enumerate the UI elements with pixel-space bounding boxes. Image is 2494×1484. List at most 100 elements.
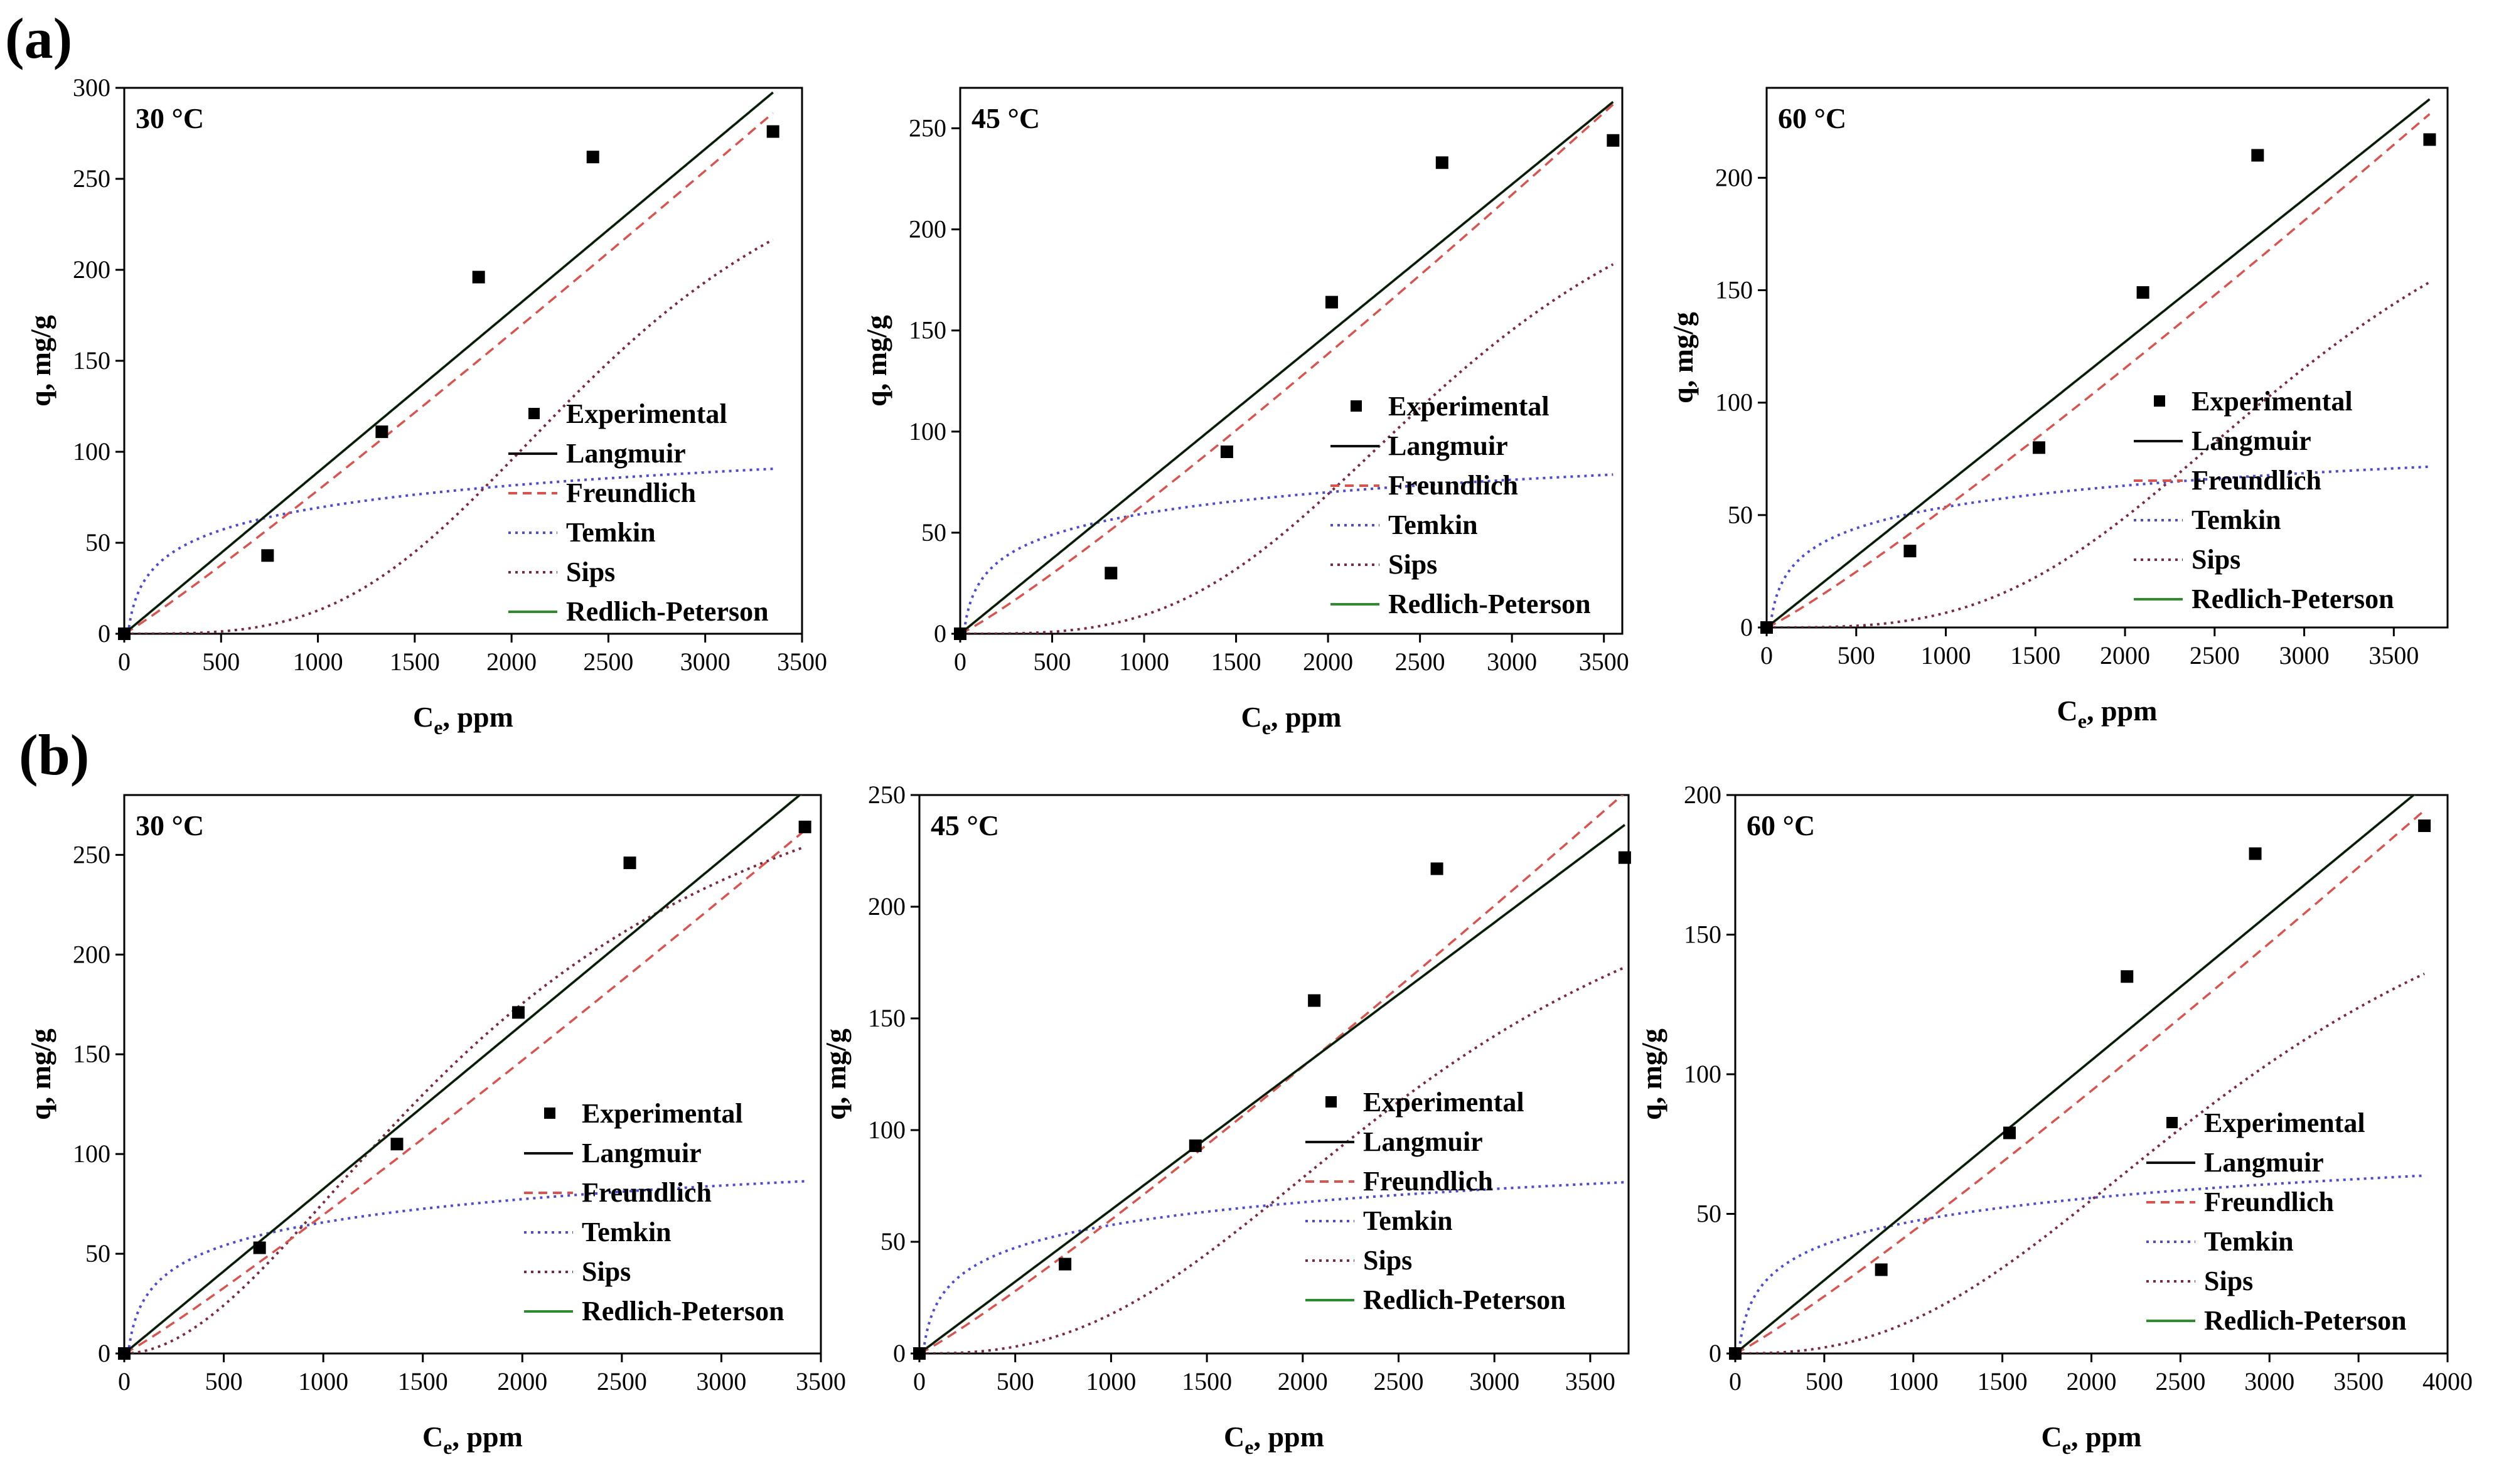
experimental-point — [798, 820, 811, 833]
temperature-label: 45 °C — [971, 102, 1040, 134]
y-tick-label: 200 — [868, 892, 906, 921]
x-tick-label: 3000 — [1469, 1367, 1519, 1396]
plot-frame — [918, 794, 1630, 1355]
experimental-point — [1430, 862, 1443, 875]
x-tick-label: 3500 — [777, 648, 827, 676]
sips-curve — [124, 238, 774, 634]
x-tick-label: 2000 — [1278, 1367, 1328, 1396]
x-axis-label: Ce, ppm — [2042, 1421, 2142, 1458]
y-tick-label: 50 — [880, 1227, 906, 1256]
legend-label: Sips — [2204, 1266, 2253, 1296]
x-tick-label: 2500 — [1395, 648, 1445, 676]
y-tick-label: 0 — [98, 1339, 110, 1367]
y-tick-label: 100 — [868, 1116, 906, 1144]
y-tick-label: 300 — [73, 73, 110, 102]
temperature-label: 30 °C — [136, 809, 204, 841]
experimental-point — [1220, 446, 1233, 458]
x-tick-label: 1000 — [293, 648, 343, 676]
y-tick-label: 250 — [909, 114, 946, 142]
plot-frame — [123, 87, 803, 635]
panel-label-b: (b) — [19, 723, 90, 787]
y-tick-label: 50 — [921, 518, 946, 547]
langmuir-curve — [124, 92, 774, 634]
legend: Experimental Langmuir Freundlich Temkin Sips… — [2146, 1108, 2407, 1336]
x-tick-label: 500 — [202, 648, 240, 676]
x-tick-label: 3000 — [696, 1367, 746, 1396]
experimental-point — [954, 627, 966, 640]
x-tick-label: 2500 — [597, 1367, 647, 1396]
x-tick-label: 0 — [913, 1367, 926, 1396]
legend-label: Langmuir — [1363, 1126, 1483, 1157]
temkin-curve — [127, 1180, 805, 1353]
experimental-point — [1729, 1347, 1742, 1360]
x-tick-label: 2000 — [1303, 648, 1353, 676]
experimental-point — [118, 627, 131, 640]
legend-marker — [2166, 1117, 2178, 1128]
x-tick-label: 1000 — [1086, 1367, 1136, 1396]
x-axis-label: Ce, ppm — [2057, 695, 2158, 732]
legend-label: Experimental — [2204, 1108, 2365, 1138]
x-tick-label: 0 — [118, 1367, 131, 1396]
x-tick-label: 500 — [997, 1367, 1034, 1396]
legend-label: Langmuir — [582, 1138, 702, 1168]
legend-marker — [1325, 1096, 1337, 1108]
plot-frame — [1734, 794, 2449, 1355]
experimental-point — [2423, 133, 2436, 146]
y-tick-label: 0 — [98, 619, 110, 648]
y-tick-label: 50 — [85, 528, 110, 557]
y-tick-label: 0 — [893, 1339, 906, 1367]
experimental-point — [913, 1347, 926, 1360]
experimental-point — [118, 1347, 131, 1360]
langmuir-curve — [124, 795, 801, 1353]
x-tick-label: 500 — [1838, 641, 1875, 670]
temkin-curve — [1737, 1174, 2425, 1353]
temperature-label: 45 °C — [931, 809, 999, 841]
sips-curve — [1735, 972, 2425, 1353]
x-tick-label: 2500 — [1374, 1367, 1424, 1396]
x-axis-label: Ce, ppm — [1224, 1421, 1324, 1458]
chart-1: 0 500 1000 1500 2000 2500 3000 3500 0 50 100 150 200… — [24, 73, 827, 739]
freundlich-curve — [919, 795, 1624, 1353]
legend-label: Experimental — [1388, 391, 1549, 422]
langmuir-curve — [960, 101, 1614, 634]
x-tick-label: 1500 — [1211, 648, 1261, 676]
experimental-point — [2249, 847, 2262, 860]
y-tick-label: 150 — [1684, 921, 1721, 949]
legend: Experimental Langmuir Freundlich Temkin Sips… — [1330, 391, 1591, 619]
x-tick-label: 2000 — [486, 648, 537, 676]
legend-label: Redlich-Peterson — [1363, 1284, 1566, 1315]
x-tick-label: 500 — [205, 1367, 243, 1396]
x-tick-label: 3500 — [1579, 648, 1629, 676]
legend-label: Experimental — [582, 1098, 743, 1129]
x-tick-label: 0 — [954, 648, 966, 676]
x-tick-label: 4000 — [2422, 1367, 2473, 1396]
legend-marker — [1351, 400, 1362, 412]
freundlich-curve — [124, 829, 806, 1353]
legend-label: Experimental — [1363, 1087, 1524, 1118]
x-tick-label: 2500 — [2190, 641, 2240, 670]
x-tick-label: 0 — [118, 648, 131, 676]
experimental-point — [1435, 156, 1448, 169]
y-axis-label: q, mg/g — [1667, 312, 1699, 403]
experimental-point — [2033, 441, 2045, 454]
x-axis-label: Ce, ppm — [422, 1421, 523, 1458]
legend-label: Sips — [1363, 1245, 1412, 1276]
x-tick-label: 2000 — [2067, 1367, 2117, 1396]
y-tick-label: 100 — [73, 1140, 110, 1168]
legend-label: Freundlich — [566, 478, 696, 508]
legend-label: Freundlich — [1388, 470, 1518, 501]
freundlich-curve — [1735, 809, 2426, 1353]
legend-label: Experimental — [2192, 386, 2353, 417]
y-tick-label: 150 — [1715, 276, 1753, 304]
x-tick-label: 3000 — [680, 648, 731, 676]
legend: Experimental Langmuir Freundlich Temkin Sips… — [1305, 1087, 1566, 1315]
x-tick-label: 1500 — [390, 648, 440, 676]
x-tick-label: 1000 — [1888, 1367, 1939, 1396]
x-axis-label: Ce, ppm — [1241, 701, 1342, 739]
chart-4: 0 500 1000 1500 2000 2500 3000 3500 0 50 100 150 200… — [24, 794, 846, 1458]
y-tick-label: 50 — [85, 1239, 110, 1268]
experimental-point — [511, 1006, 525, 1019]
y-tick-label: 200 — [1684, 781, 1721, 809]
x-tick-label: 1000 — [298, 1367, 348, 1396]
